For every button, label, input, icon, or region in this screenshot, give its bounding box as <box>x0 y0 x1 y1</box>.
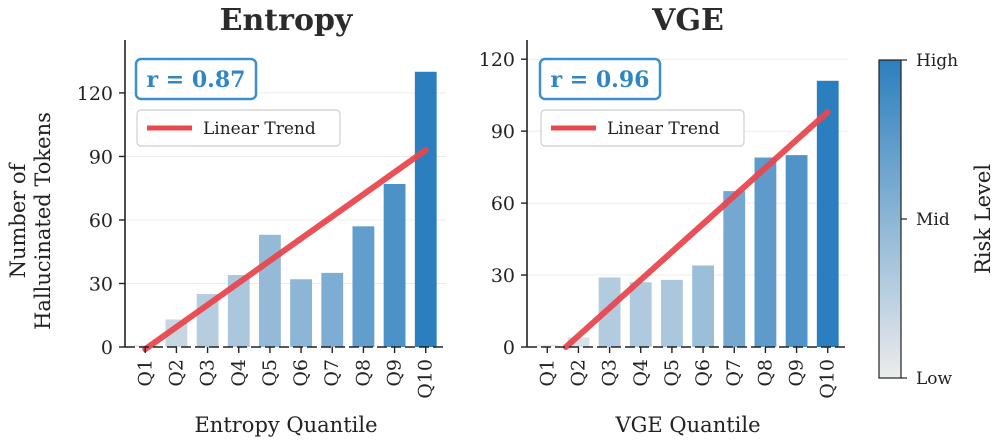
entropy-x-tick-label-q9: Q9 <box>384 359 406 387</box>
vge-bar-q5 <box>661 279 683 347</box>
vge-panel: VGE 0 30 60 90 120 Q1 Q2 Q3 Q4 Q5 Q6 Q7 Q8 Q9 Q10 VGE… <box>479 3 848 437</box>
colorbar-label-mid: Mid <box>916 210 950 230</box>
entropy-x-tick-label-q10: Q10 <box>415 359 437 399</box>
colorbar-label-low: Low <box>916 369 953 389</box>
vge-x-tick-label-q10: Q10 <box>817 359 839 399</box>
entropy-legend-label: Linear Trend <box>203 119 316 139</box>
y-axis-label-line-1: Number of <box>6 161 30 278</box>
vge-x-tick-label-q7: Q7 <box>723 359 745 387</box>
vge-bar-q9 <box>785 155 808 347</box>
entropy-x-tick-label-q8: Q8 <box>352 359 374 387</box>
vge-legend <box>540 109 745 147</box>
entropy-x-tick-label-q5: Q5 <box>259 359 281 387</box>
entropy-x-ticks: Q1 Q2 Q3 Q4 Q5 Q6 Q7 Q8 Q9 Q10 <box>134 347 437 399</box>
entropy-bar-q6 <box>290 279 312 347</box>
entropy-x-tick-label-q7: Q7 <box>321 359 343 387</box>
entropy-y-tick-label-4: 120 <box>77 83 113 105</box>
entropy-title: Entropy <box>220 3 354 38</box>
vge-bar-q4 <box>629 282 652 347</box>
entropy-y-tick-label-0: 0 <box>101 337 113 359</box>
vge-y-tick-label-1: 30 <box>491 265 515 287</box>
vge-x-tick-label-q2: Q2 <box>567 359 589 387</box>
vge-bar-q3 <box>598 277 621 347</box>
vge-y-ticks: 0 30 60 90 120 <box>479 49 527 359</box>
entropy-legend <box>136 109 341 147</box>
entropy-bar-q8 <box>352 226 375 347</box>
vge-bar-q6 <box>692 265 714 347</box>
colorbar-gradient <box>878 59 902 379</box>
entropy-bar-q7 <box>321 272 344 347</box>
vge-trend <box>562 108 831 350</box>
entropy-y-tick-label-3: 90 <box>89 146 113 168</box>
vge-bar-q2 <box>567 337 590 347</box>
vge-x-tick-label-q6: Q6 <box>692 359 714 387</box>
colorbar-axis-label: Risk Level <box>971 164 995 274</box>
vge-y-tick-label-4: 120 <box>479 49 515 71</box>
entropy-x-tick-label-q2: Q2 <box>165 359 187 387</box>
entropy-correlation-label: r = 0.87 <box>147 67 246 93</box>
entropy-correlation-box <box>134 57 258 101</box>
entropy-panel: Entropy 0 30 60 90 120 Q1 Q2 Q3 Q4 Q5 Q6 Q7 Q8 Q9 Q10… <box>6 3 446 437</box>
vge-bar-q1 <box>536 344 559 347</box>
vge-x-tick-label-q5: Q5 <box>661 359 683 387</box>
vge-y-tick-label-3: 90 <box>491 121 515 143</box>
entropy-bar-q4 <box>227 275 250 347</box>
vge-correlation-label: r = 0.96 <box>551 67 650 93</box>
vge-x-tick-label-q3: Q3 <box>599 359 621 387</box>
entropy-x-tick-label-q4: Q4 <box>228 359 250 387</box>
vge-x-tick-label-q9: Q9 <box>786 359 808 387</box>
entropy-bar-q9 <box>383 183 406 347</box>
entropy-x-tick-label-q6: Q6 <box>290 359 312 387</box>
entropy-x-tick-label-q1: Q1 <box>134 359 156 387</box>
vge-bar-q8 <box>754 157 777 347</box>
vge-x-tick-label-q4: Q4 <box>630 359 652 387</box>
vge-bar-q7 <box>723 191 746 347</box>
entropy-trend-line <box>142 147 429 353</box>
vge-y-tick-label-2: 60 <box>491 193 515 215</box>
vge-trend-line <box>562 108 831 350</box>
entropy-y-tick-label-1: 30 <box>89 273 113 295</box>
vge-y-tick-label-0: 0 <box>503 337 515 359</box>
entropy-bar-q10 <box>414 71 437 348</box>
vge-bar-q10 <box>816 80 839 347</box>
vge-correlation-box <box>538 57 662 101</box>
entropy-y-tick-label-2: 60 <box>89 210 113 232</box>
colorbar-label-high: High <box>916 51 958 71</box>
vge-legend-label: Linear Trend <box>607 119 720 139</box>
vge-axes <box>526 40 848 348</box>
vge-title: VGE <box>651 3 724 38</box>
entropy-x-tick-label-q3: Q3 <box>197 359 219 387</box>
vge-x-tick-label-q8: Q8 <box>754 359 776 387</box>
entropy-y-ticks: 0 30 60 90 120 <box>77 83 125 359</box>
risk-colorbar: Low Mid High Risk Level <box>878 51 995 389</box>
entropy-trend <box>142 147 429 353</box>
y-axis-label-line-2: Hallucinated Tokens <box>31 112 55 330</box>
vge-x-axis-label: VGE Quantile <box>614 413 760 437</box>
entropy-axes <box>124 40 446 348</box>
entropy-x-axis-label: Entropy Quantile <box>194 413 377 437</box>
vge-x-ticks: Q1 Q2 Q3 Q4 Q5 Q6 Q7 Q8 Q9 Q10 <box>536 347 839 399</box>
vge-x-tick-label-q1: Q1 <box>536 359 558 387</box>
vge-bars <box>536 80 839 347</box>
